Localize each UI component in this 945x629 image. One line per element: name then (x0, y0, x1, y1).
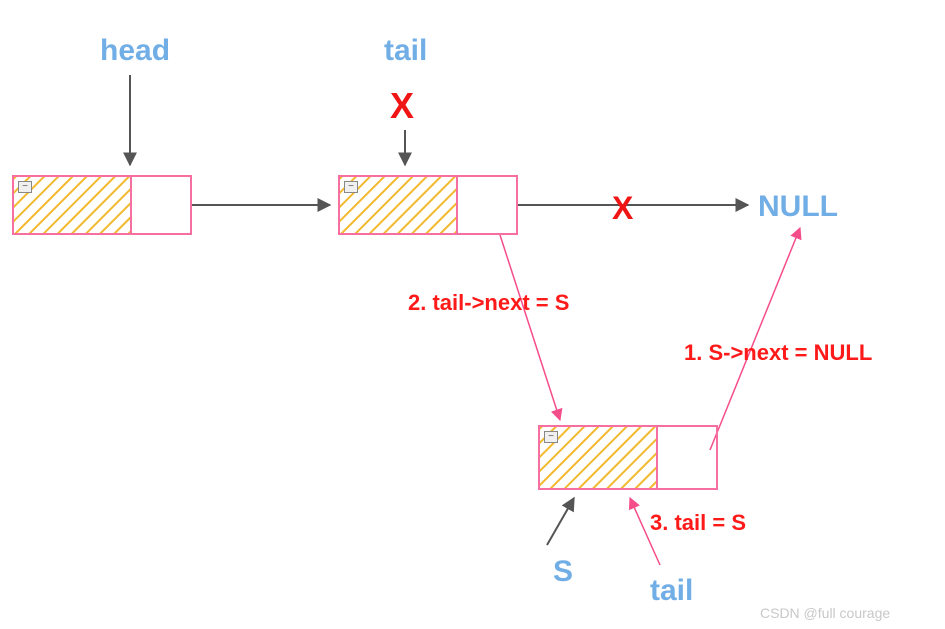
minus-icon: − (344, 181, 358, 193)
node-ptr-cell (456, 177, 516, 233)
node-data-cell: − (340, 177, 456, 233)
x-mark-null-link: X (612, 190, 633, 227)
node-data-cell: − (14, 177, 130, 233)
node-ptr-cell (656, 427, 716, 488)
arrow-s-to-null (710, 228, 800, 450)
watermark: CSDN @full courage (760, 605, 890, 621)
label-step3: 3. tail = S (650, 510, 746, 536)
label-null: NULL (758, 190, 838, 224)
label-s: S (553, 555, 573, 589)
node-ptr-cell (130, 177, 190, 233)
node-tail-old: − (338, 175, 518, 235)
minus-icon: − (544, 431, 558, 443)
label-step1: 1. S->next = NULL (684, 340, 872, 366)
label-head: head (100, 34, 170, 68)
node-head: − (12, 175, 192, 235)
node-data-cell: − (540, 427, 656, 488)
arrow-tail-to-s (500, 235, 560, 420)
linked-list-diagram: − − − head tail NULL S tail 1. S->next =… (0, 0, 945, 629)
label-step2: 2. tail->next = S (408, 290, 569, 316)
minus-icon: − (18, 181, 32, 193)
label-tail-top: tail (384, 34, 427, 68)
label-tail-bottom: tail (650, 574, 693, 608)
x-mark-tail-old: X (390, 85, 414, 127)
arrow-s-up (547, 498, 574, 545)
node-s: − (538, 425, 718, 490)
